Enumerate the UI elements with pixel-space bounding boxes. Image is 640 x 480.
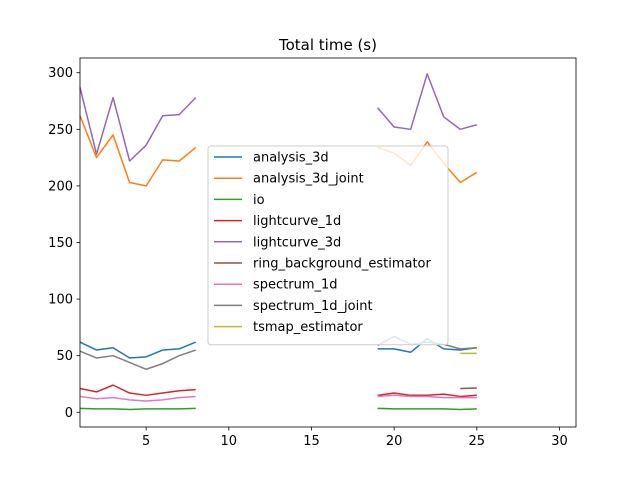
x-tick-label: 10 — [221, 434, 238, 449]
legend-label-lightcurve_1d: lightcurve_1d — [253, 214, 341, 229]
y-tick-label: 300 — [48, 66, 73, 81]
legend-label-spectrum_1d: spectrum_1d — [253, 278, 338, 293]
y-tick-label: 150 — [48, 236, 73, 251]
legend-box — [207, 145, 449, 346]
series-line-spectrum_1d — [79, 394, 477, 402]
y-tick-label: 250 — [48, 123, 73, 138]
y-tick-label: 100 — [48, 293, 73, 308]
x-tick-label: 30 — [551, 434, 568, 449]
legend-label-analysis_3d: analysis_3d — [253, 151, 329, 166]
series-line-io — [79, 407, 477, 411]
series-line-ring_background_estimator — [460, 387, 477, 390]
chart-title: Total time (s) — [278, 36, 377, 54]
x-tick-label: 20 — [386, 434, 403, 449]
legend-label-ring_background_estimator: ring_background_estimator — [253, 257, 431, 272]
x-tick-label: 5 — [142, 434, 150, 449]
x-tick-label: 25 — [469, 434, 486, 449]
y-tick-label: 200 — [48, 179, 73, 194]
x-tick-label: 15 — [303, 434, 320, 449]
series-line-lightcurve_3d — [79, 73, 477, 162]
legend-label-analysis_3d_joint: analysis_3d_joint — [253, 172, 364, 187]
legend-label-spectrum_1d_joint: spectrum_1d_joint — [253, 299, 373, 314]
series-line-lightcurve_1d — [79, 384, 477, 398]
legend-label-tsmap_estimator: tsmap_estimator — [253, 320, 363, 335]
y-tick-label: 0 — [65, 406, 73, 421]
legend-label-io: io — [253, 193, 265, 208]
y-tick-label: 50 — [56, 349, 73, 364]
legend-label-lightcurve_3d: lightcurve_3d — [253, 235, 341, 250]
